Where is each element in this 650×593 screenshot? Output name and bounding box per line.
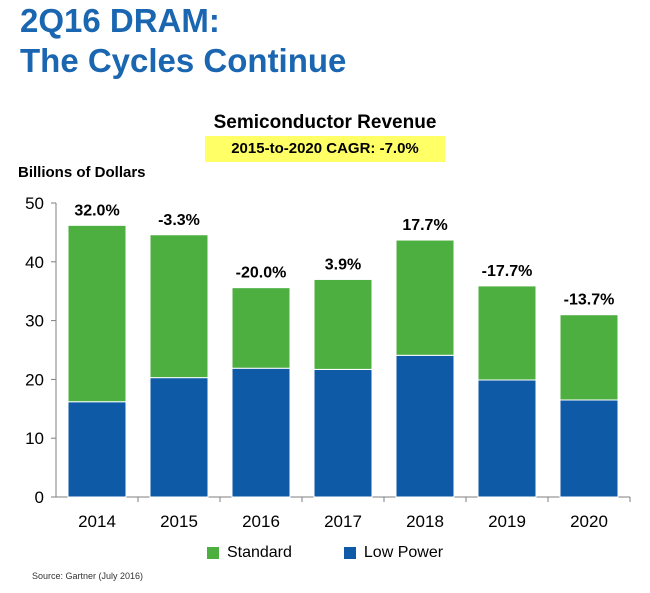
legend-swatch-low-power (343, 547, 356, 559)
bar-standard-2018 (395, 239, 455, 356)
bar-low-power-2018 (395, 354, 455, 498)
bar-low-power-2020 (559, 399, 619, 498)
legend-label-standard: Standard (226, 544, 292, 561)
x-tick-label: 2020 (570, 512, 608, 531)
y-tick-label: 20 (25, 370, 44, 389)
y-tick-label: 50 (25, 194, 44, 213)
bar-standard-2015 (149, 234, 209, 379)
bar-low-power-2015 (149, 377, 209, 498)
growth-label-2017: 3.9% (325, 256, 361, 273)
bar-low-power-2019 (477, 379, 537, 498)
chart-title: Semiconductor Revenue (213, 112, 437, 133)
page-title-line-2: The Cycles Continue (20, 42, 347, 79)
legend-item-standard: Standard (206, 544, 292, 562)
legend-label-low-power: Low Power (363, 544, 444, 561)
growth-label-2020: -13.7% (564, 292, 615, 309)
stacked-bar-chart: 0 10 20 30 40 50 2014 32.0% 2015 -3.3% 2016 -20.0% 2… (25, 194, 631, 531)
y-tick-label: 10 (25, 429, 44, 448)
bar-standard-2020 (559, 314, 619, 401)
x-tick-label: 2016 (242, 512, 280, 531)
legend-swatch-standard (206, 547, 219, 559)
bar-low-power-2017 (313, 368, 373, 498)
bar-standard-2017 (313, 278, 373, 370)
page-title-line-1: 2Q16 DRAM: (20, 2, 220, 39)
x-tick-label: 2018 (406, 512, 444, 531)
legend: Standard Low Power (0, 544, 650, 562)
y-axis-label: Billions of Dollars (18, 164, 146, 181)
bar-low-power-2014 (67, 401, 127, 498)
y-tick-label: 40 (25, 253, 44, 272)
growth-label-2019: -17.7% (482, 263, 533, 280)
growth-label-2018: 17.7% (402, 217, 447, 234)
bar-low-power-2016 (231, 367, 291, 498)
y-tick-label: 30 (25, 312, 44, 331)
x-tick-label: 2017 (324, 512, 362, 531)
growth-label-2015: -3.3% (158, 212, 200, 229)
growth-label-2016: -20.0% (236, 265, 287, 282)
growth-label-2014: 32.0% (74, 202, 119, 219)
y-tick-label: 0 (35, 488, 44, 507)
x-tick-label: 2015 (160, 512, 198, 531)
x-tick-label: 2019 (488, 512, 526, 531)
bar-standard-2016 (231, 287, 291, 369)
x-tick-label: 2014 (78, 512, 116, 531)
source-note: Source: Gartner (July 2016) (32, 571, 144, 581)
bar-standard-2014 (67, 224, 127, 403)
legend-item-low-power: Low Power (343, 544, 444, 562)
bar-standard-2019 (477, 285, 537, 381)
cagr-highlight: 2015-to-2020 CAGR: -7.0% (205, 136, 445, 162)
